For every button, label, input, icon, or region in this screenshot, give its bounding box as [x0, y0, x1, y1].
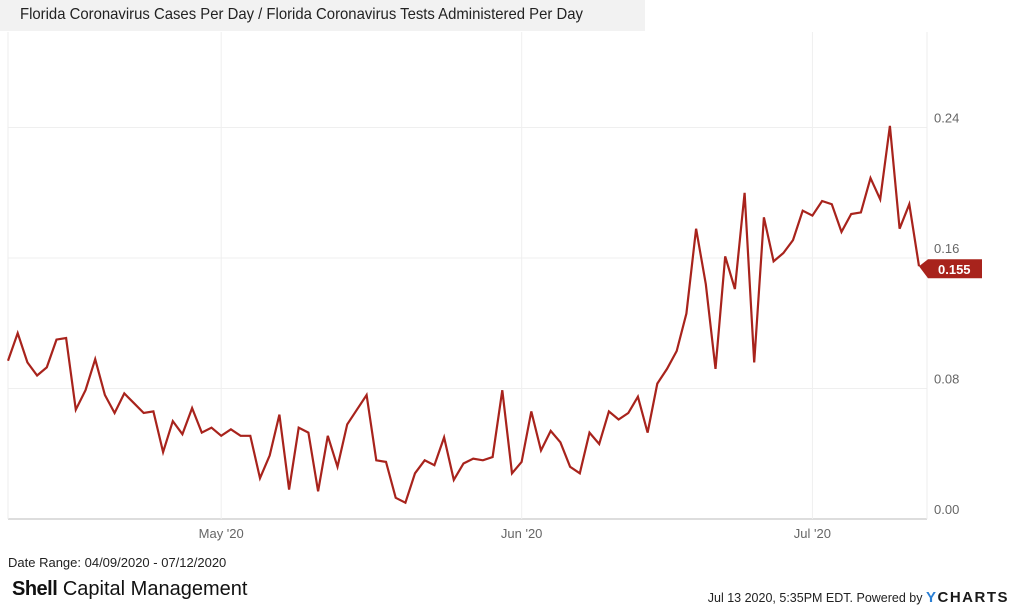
y-tick-label: 0.16: [934, 241, 959, 256]
x-tick-label: Jun '20: [501, 526, 543, 541]
x-tick-label: Jul '20: [794, 526, 831, 541]
series-line: [6, 125, 921, 505]
timestamp: Jul 13 2020, 5:35PM EDT. Powered by: [707, 591, 923, 605]
logo-bold: Shell: [12, 578, 58, 600]
y-tick-label: 0.00: [934, 502, 959, 517]
chart-title-box: Florida Coronavirus Cases Per Day / Flor…: [0, 0, 645, 31]
x-tick-label: May '20: [199, 526, 244, 541]
footer-credit: Jul 13 2020, 5:35PM EDT. Powered by YCHA…: [708, 590, 1009, 606]
date-range: Date Range: 04/09/2020 - 07/12/2020: [8, 555, 227, 570]
y-tick-label: 0.24: [934, 111, 959, 126]
last-value-flag: [919, 259, 982, 279]
ycharts-y: Y: [925, 589, 938, 606]
y-tick-label: 0.08: [934, 372, 959, 387]
ycharts-text: CHARTS: [937, 589, 1009, 606]
chart-title: Florida Coronavirus Cases Per Day / Flor…: [20, 6, 583, 23]
logo-rest: Capital Management: [62, 578, 248, 600]
shell-capital-logo: Shell Capital Management: [12, 578, 247, 601]
line-chart: 0.00 0.08 0.16 0.24 May '20 Jun '20 Jul '20 0.1…: [6, 32, 982, 541]
ycharts-logo[interactable]: YCHARTS: [926, 589, 1009, 606]
last-value-label: 0.155: [938, 262, 971, 277]
